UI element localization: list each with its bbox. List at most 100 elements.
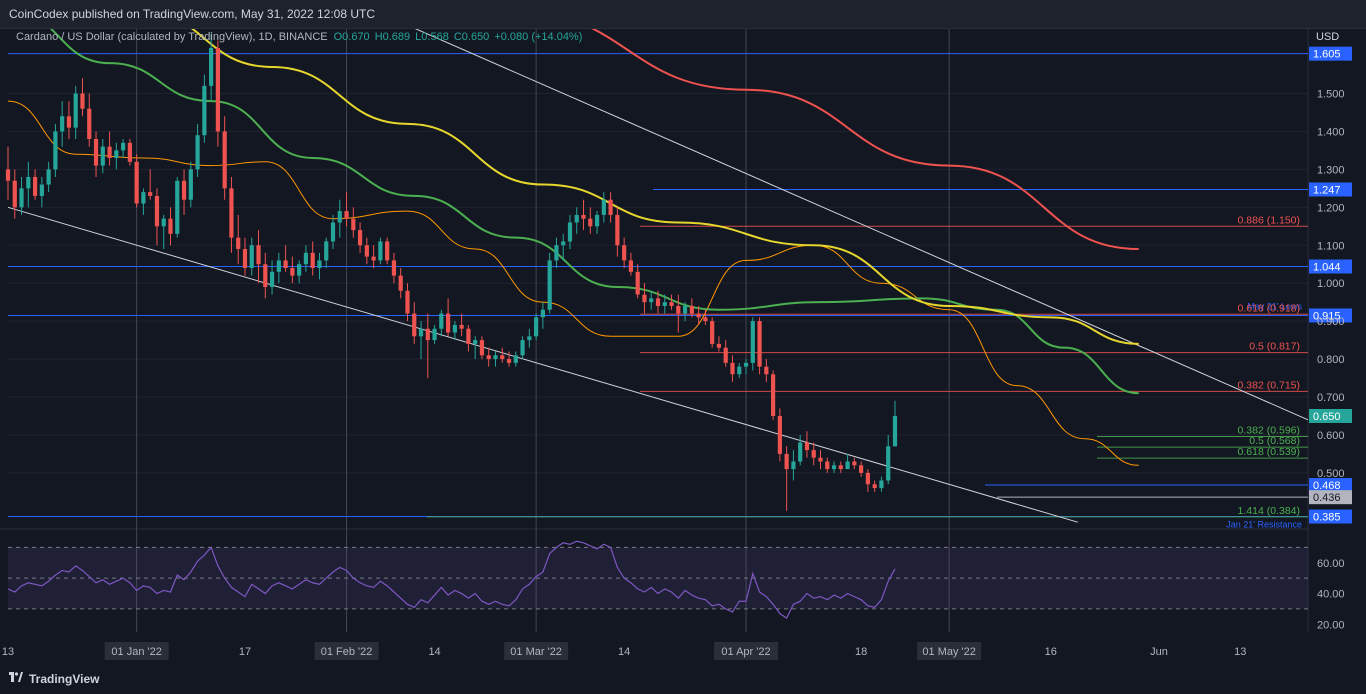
candle xyxy=(628,252,634,276)
candle xyxy=(777,408,782,462)
candle-body xyxy=(53,131,58,170)
candle-body xyxy=(93,139,99,166)
candle-body xyxy=(202,85,207,136)
candle xyxy=(466,324,471,352)
candle xyxy=(676,294,681,333)
candle-body xyxy=(473,340,478,344)
candle-body xyxy=(263,264,268,287)
candle xyxy=(46,161,51,193)
candle-body xyxy=(527,336,532,341)
candle xyxy=(534,313,539,341)
level-price-tag xyxy=(1309,478,1352,493)
candle-body xyxy=(297,264,302,276)
level-price-tag xyxy=(1309,46,1352,61)
trendline xyxy=(7,206,1078,523)
candle xyxy=(425,313,430,379)
candle xyxy=(594,211,600,234)
candle-body xyxy=(317,260,322,269)
candle xyxy=(743,359,749,375)
candle-body xyxy=(662,302,667,306)
candle-body xyxy=(737,366,742,375)
candle-body xyxy=(818,457,823,462)
candle xyxy=(357,222,363,253)
candle xyxy=(222,116,227,200)
trendline xyxy=(414,29,1309,421)
month-dividers xyxy=(136,29,950,632)
candle-body xyxy=(188,169,193,200)
candle-body xyxy=(486,355,491,360)
candle xyxy=(263,252,268,299)
level-price-label: 0.468 xyxy=(1313,480,1341,492)
candle-body xyxy=(574,214,579,223)
candle xyxy=(872,480,877,492)
candle-body xyxy=(493,355,498,360)
price-tick-label: 0.500 xyxy=(1317,468,1345,480)
candle xyxy=(175,176,180,238)
candle-body xyxy=(46,169,51,185)
candle xyxy=(513,351,518,367)
candle xyxy=(5,146,11,200)
candle-body xyxy=(412,313,417,337)
candle xyxy=(161,214,166,250)
current-price-tag xyxy=(1309,408,1352,423)
rsi-tick-label: 60.00 xyxy=(1317,558,1345,570)
candles[interactable] xyxy=(5,32,898,511)
candle xyxy=(32,169,38,200)
footer: TradingView xyxy=(0,663,1366,694)
candle-body xyxy=(655,298,661,306)
candle xyxy=(351,207,356,238)
price-chart[interactable]: 1.605 1.247 1.044 0.915 May 21' Lows 0.4680.4… xyxy=(0,29,1366,663)
legend-low: L0.568 xyxy=(415,31,449,43)
candle xyxy=(730,355,735,382)
candle xyxy=(642,283,647,314)
candle-body xyxy=(649,298,654,303)
candle-body xyxy=(825,461,830,470)
candle-body xyxy=(364,245,369,257)
candle xyxy=(757,317,762,375)
candle xyxy=(486,347,491,367)
candle xyxy=(547,252,552,314)
level-price-label: 0.385 xyxy=(1313,512,1341,524)
time-tick-label: 17 xyxy=(239,646,251,658)
candle xyxy=(791,450,796,481)
candle-body xyxy=(215,47,220,132)
price-tick-label: 1.100 xyxy=(1317,240,1345,252)
candle-body xyxy=(5,169,11,181)
candle-body xyxy=(87,108,92,140)
candle-body xyxy=(73,93,78,128)
candle xyxy=(256,230,261,284)
candle-body xyxy=(838,465,843,470)
chart-background xyxy=(0,29,1366,663)
legend-symbol: Cardano / US Dollar (calculated by Tradi… xyxy=(16,31,328,43)
candle-body xyxy=(425,328,430,341)
horizontal-levels: 1.605 1.247 1.044 0.915 May 21' Lows 0.4680.4… xyxy=(8,46,1352,530)
candle-body xyxy=(324,241,329,261)
candle xyxy=(371,245,376,269)
candle xyxy=(432,324,437,344)
legend-open: O0.670 xyxy=(334,31,370,43)
time-tick-label: 01 May '22 xyxy=(922,646,975,658)
candle-body xyxy=(141,192,146,204)
time-tick-label: 01 Apr '22 xyxy=(721,646,770,658)
candle-body xyxy=(588,218,593,227)
candle-body xyxy=(175,180,180,234)
price-tick-label: 1.000 xyxy=(1317,278,1345,290)
level-price-tag xyxy=(1309,509,1352,524)
candle-body xyxy=(161,218,166,227)
trendlines xyxy=(7,29,1309,523)
candle xyxy=(608,192,613,223)
candle xyxy=(412,302,417,344)
candle-body xyxy=(615,214,620,246)
candle xyxy=(635,264,640,299)
candle-body xyxy=(80,93,85,109)
moving-average-line xyxy=(7,100,1139,466)
candle xyxy=(188,161,193,208)
candle xyxy=(506,351,512,367)
time-tick-label: 01 Mar '22 xyxy=(510,646,562,658)
candle xyxy=(459,313,464,337)
tradingview-logo-icon xyxy=(9,672,23,682)
time-tick-label: 13 xyxy=(2,646,14,658)
candle-body xyxy=(852,461,857,466)
candle xyxy=(418,321,424,360)
candle-body xyxy=(446,313,451,333)
